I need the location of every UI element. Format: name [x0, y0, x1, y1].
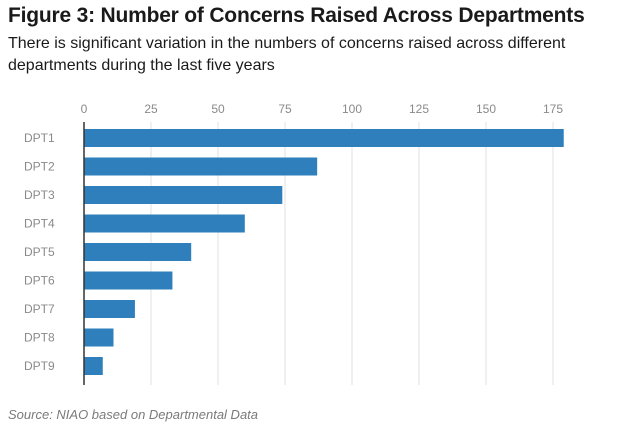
category-label: DPT6 [24, 274, 55, 288]
x-tick-label: 125 [409, 102, 429, 116]
category-label: DPT8 [24, 331, 55, 345]
bar-dpt2 [84, 157, 318, 176]
category-label: DPT9 [24, 359, 55, 373]
category-label: DPT5 [24, 245, 55, 259]
chart-title: Figure 3: Number of Concerns Raised Acro… [8, 4, 585, 27]
bar-dpt4 [84, 214, 245, 233]
bar-dpt3 [84, 186, 283, 204]
source-note: Source: NIAO based on Departmental Data [8, 407, 259, 422]
x-tick-label: 50 [211, 102, 225, 116]
bar-dpt1 [84, 129, 564, 147]
x-tick-label: 25 [144, 102, 158, 116]
category-label: DPT7 [24, 302, 55, 316]
x-tick-label: 175 [543, 102, 563, 116]
x-tick-label: 100 [342, 102, 362, 116]
chart-subtitle: There is significant variation in the nu… [8, 35, 566, 74]
category-label: DPT3 [24, 188, 55, 202]
category-label: DPT4 [24, 217, 55, 231]
x-tick-label: 150 [476, 102, 496, 116]
category-label: DPT2 [24, 160, 55, 174]
category-label: DPT1 [24, 131, 55, 145]
x-tick-label: 75 [278, 102, 292, 116]
bar-dpt5 [84, 243, 192, 261]
x-tick-label: 0 [81, 102, 88, 116]
bar-dpt7 [84, 300, 135, 318]
bar-dpt8 [84, 328, 114, 347]
bar-dpt9 [84, 357, 103, 375]
bar-dpt6 [84, 271, 173, 290]
